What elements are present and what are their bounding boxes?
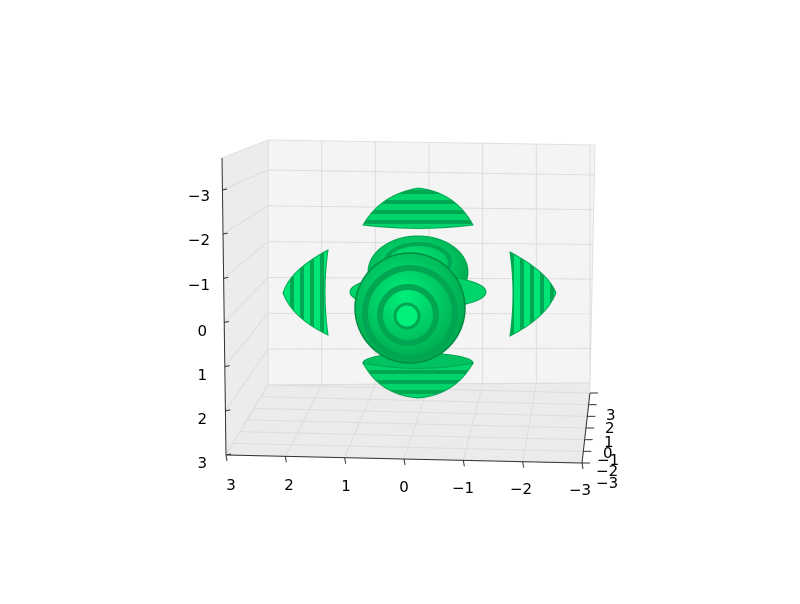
y-axis-tick-labels: 3 2 1 0 −1 −2 −3	[596, 406, 619, 492]
z-tick-label: 0	[197, 322, 207, 340]
x-tick-label: −1	[452, 479, 474, 497]
z-tick-label: 1	[197, 366, 207, 384]
x-tick-mark	[582, 463, 583, 469]
x-tick-label: −3	[569, 481, 591, 499]
x-axis-tick-labels: 3 2 1 0 −1 −2 −3	[226, 476, 591, 499]
x-tick-label: 0	[399, 478, 409, 496]
x-tick-mark	[404, 459, 405, 465]
x-tick-label: −2	[510, 480, 532, 498]
z-tick-label: 3	[197, 454, 207, 472]
z-axis-tick-labels: −3 −2 −1 0 1 2 3	[188, 187, 210, 472]
x-tick-mark	[345, 458, 346, 464]
x-tick-label: 3	[226, 476, 236, 494]
x-tick-mark	[285, 456, 286, 462]
z-tick-label: −1	[188, 276, 210, 294]
y-tick-label: −3	[596, 474, 618, 492]
x-tick-label: 1	[341, 477, 351, 495]
x-tick-mark	[226, 455, 227, 461]
z-tick-label: −2	[188, 231, 210, 249]
x-tick-label: 2	[284, 476, 294, 494]
surface-central-sphere	[355, 253, 465, 363]
x-tick-mark	[463, 460, 464, 466]
z-tick-label: −3	[188, 187, 210, 205]
z-tick-label: 2	[197, 410, 207, 428]
x-tick-mark	[523, 462, 524, 468]
